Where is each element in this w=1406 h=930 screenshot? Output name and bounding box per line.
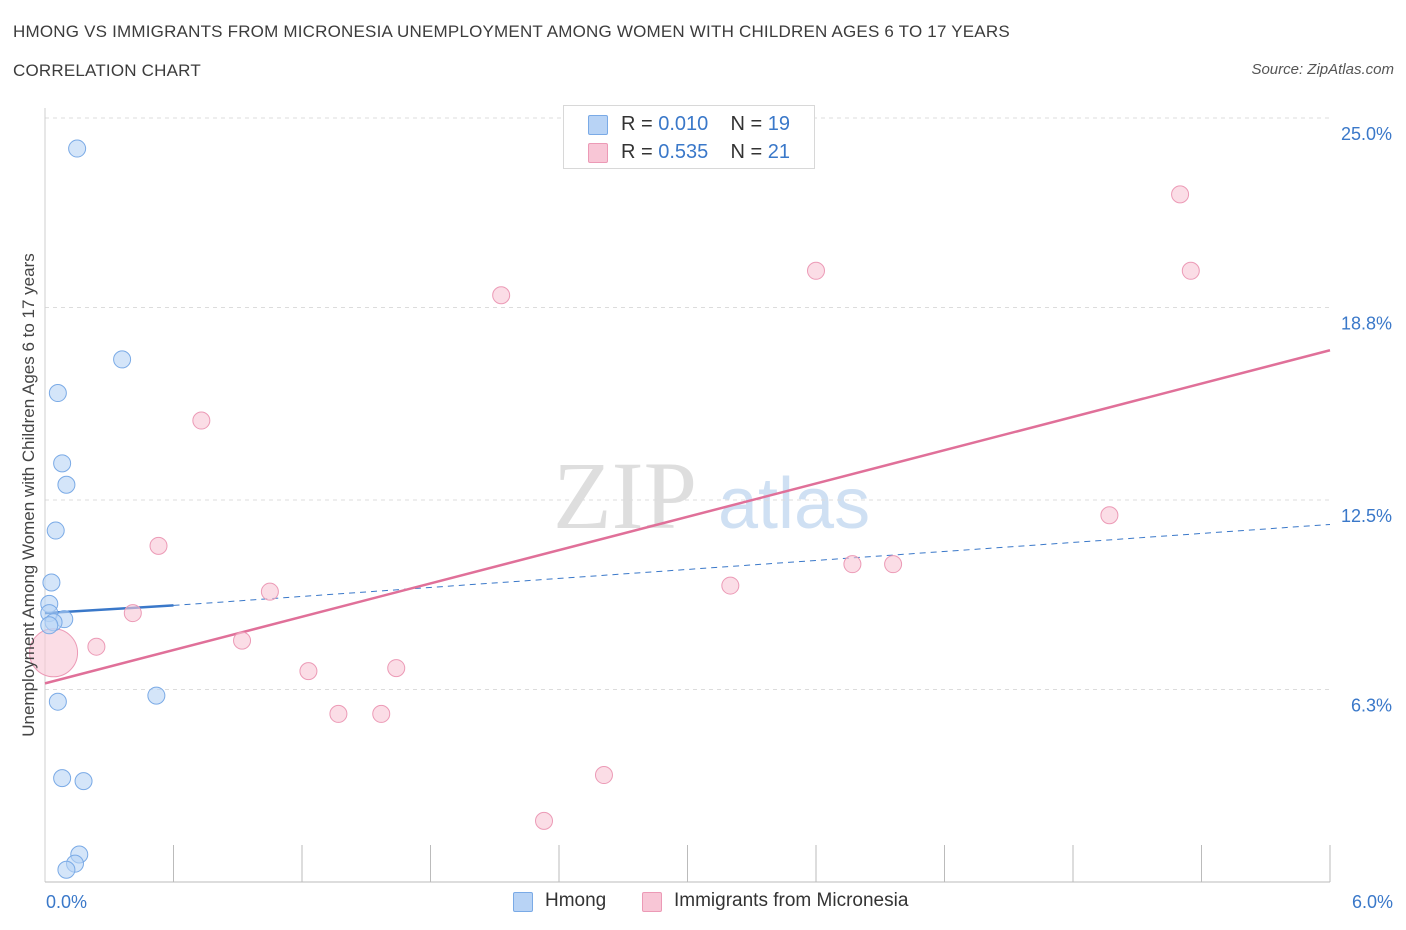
chart-title: HMONG VS IMMIGRANTS FROM MICRONESIA UNEM… bbox=[13, 22, 1010, 41]
micronesia-trend-line bbox=[44, 349, 1331, 685]
hmong-point bbox=[74, 772, 93, 791]
legend-n-value-hmong: 19 bbox=[767, 113, 791, 135]
y-tick-label: 25.0% bbox=[1341, 124, 1392, 144]
micronesia-point bbox=[387, 659, 406, 678]
micronesia-point bbox=[807, 261, 825, 280]
x-tick-label: 6.0% bbox=[1352, 892, 1393, 912]
legend-n-value-micronesia: 21 bbox=[767, 141, 791, 163]
x-tick-label: 0.0% bbox=[46, 892, 87, 912]
y-tick-label: 18.8% bbox=[1341, 313, 1392, 333]
hmong-point bbox=[53, 454, 72, 473]
micronesia-point bbox=[1171, 185, 1190, 204]
y-axis-label-wrap: Unemployment Among Women with Children A… bbox=[14, 110, 44, 880]
legend-r-value-hmong: 0.010 bbox=[658, 113, 709, 135]
legend-r-label: R = bbox=[621, 113, 659, 135]
micronesia-point bbox=[1100, 506, 1119, 525]
bottom-legend-label-hmong: Hmong bbox=[545, 890, 607, 911]
legend-swatch-micronesia bbox=[588, 143, 608, 163]
correlation-legend: R = 0.010 N = 19 R = 0.535 N = 21 bbox=[563, 105, 815, 169]
hmong-point bbox=[113, 350, 132, 369]
hmong-point bbox=[53, 769, 72, 788]
hmong-point bbox=[46, 521, 65, 540]
y-tick-label: 12.5% bbox=[1341, 506, 1392, 526]
hmong-point bbox=[40, 616, 59, 635]
legend-swatch-hmong bbox=[588, 115, 608, 135]
micronesia-point bbox=[87, 637, 106, 656]
y-tick-label: 6.3% bbox=[1351, 695, 1392, 715]
bottom-legend-swatch-hmong bbox=[513, 892, 533, 912]
legend-n-label: N = bbox=[730, 141, 768, 163]
hmong-point bbox=[147, 686, 166, 705]
micronesia-point bbox=[260, 582, 279, 601]
hmong-point bbox=[48, 692, 67, 711]
legend-r-value-micronesia: 0.535 bbox=[658, 141, 709, 163]
micronesia-point bbox=[492, 286, 511, 305]
bottom-legend-label-micronesia: Immigrants from Micronesia bbox=[674, 890, 909, 911]
micronesia-point bbox=[329, 704, 348, 723]
legend-r-label: R = bbox=[621, 141, 659, 163]
micronesia-point bbox=[843, 555, 862, 574]
hmong-point bbox=[57, 475, 76, 494]
micronesia-point bbox=[299, 662, 318, 681]
micronesia-point bbox=[594, 766, 613, 785]
micronesia-point bbox=[372, 704, 391, 723]
micronesia-point bbox=[233, 631, 252, 650]
legend-n-label: N = bbox=[730, 113, 768, 135]
micronesia-point bbox=[721, 576, 740, 595]
hmong-point bbox=[57, 860, 76, 879]
micronesia-point bbox=[192, 411, 211, 430]
micronesia-point bbox=[535, 811, 554, 830]
hmong-point bbox=[42, 573, 61, 592]
source-label: Source: ZipAtlas.com bbox=[1251, 61, 1394, 78]
micronesia-point bbox=[123, 604, 142, 623]
watermark-zip: ZIP bbox=[553, 442, 697, 549]
bottom-legend-swatch-micronesia bbox=[642, 892, 662, 912]
micronesia-point bbox=[149, 536, 168, 555]
hmong-point bbox=[48, 384, 67, 403]
micronesia-point bbox=[1181, 261, 1200, 280]
y-axis-label: Unemployment Among Women with Children A… bbox=[19, 253, 38, 737]
chart-subtitle: CORRELATION CHART bbox=[13, 61, 201, 80]
micronesia-point bbox=[884, 555, 903, 574]
hmong-point bbox=[68, 139, 87, 158]
